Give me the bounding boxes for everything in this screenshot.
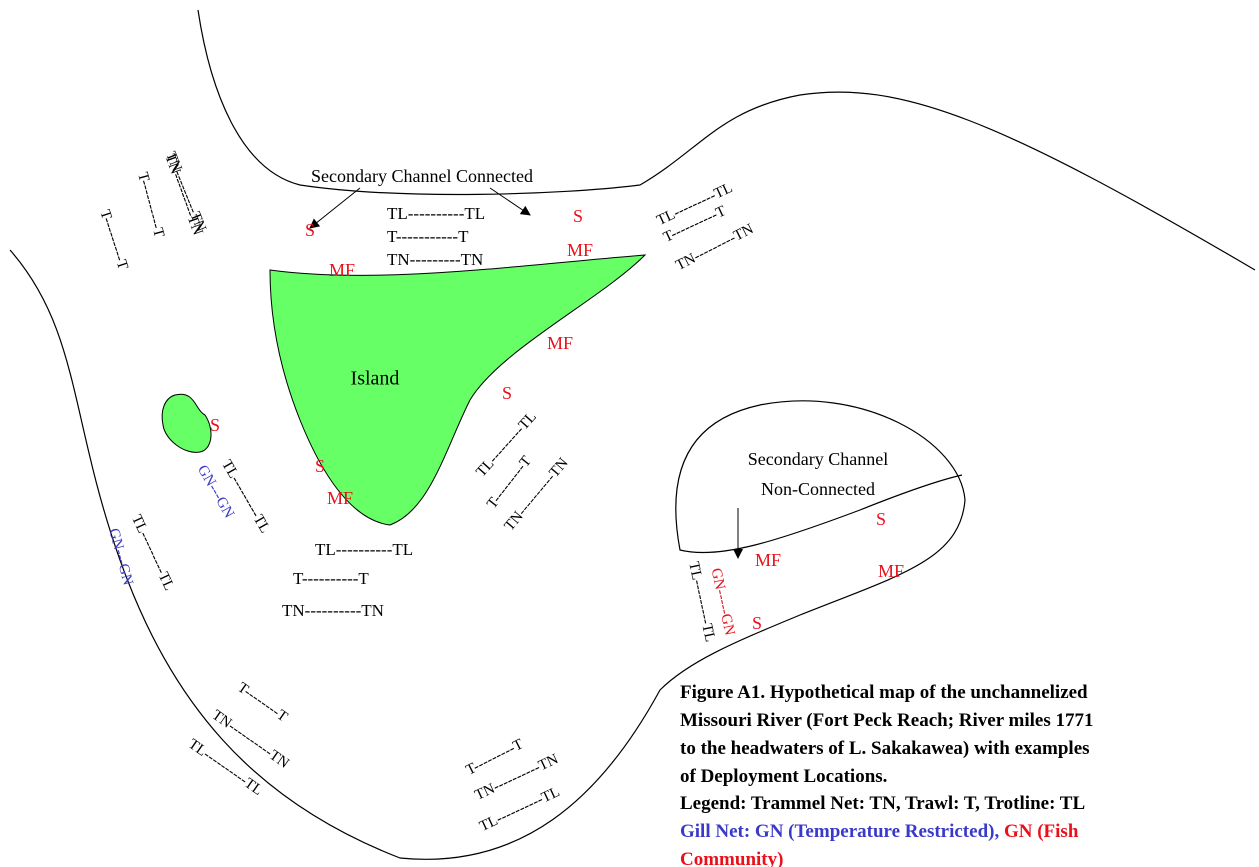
habitat-label: S (315, 456, 325, 476)
deployment: TN---------TN (387, 250, 483, 269)
arrow (489, 187, 531, 216)
habitat-label: S (752, 613, 762, 633)
deployment: GN---GN (105, 527, 136, 588)
habitat-label: S (876, 509, 886, 529)
island-label: Island (351, 368, 400, 390)
channel-label: Secondary Channel (748, 449, 888, 469)
caption-gill: Gill Net: GN (Temperature Restricted), (680, 821, 999, 842)
habitat-label: MF (755, 550, 781, 570)
habitat-label: S (502, 383, 512, 403)
river-bank (9, 249, 966, 860)
channel-label: Non-Connected (761, 479, 875, 499)
caption-gill: GN (Fish (999, 821, 1079, 842)
arrow (309, 187, 361, 229)
caption-line: Legend: Trammel Net: TN, Trawl: T, Trotl… (680, 793, 1084, 814)
habitat-label: MF (878, 561, 904, 581)
habitat-label: S (305, 220, 315, 240)
deployment: TL----------TL (387, 204, 485, 223)
deployment: T----------T (293, 569, 369, 588)
habitat-label: S (210, 415, 220, 435)
caption-gill: Community) (680, 849, 783, 867)
deployment: T---------T (96, 208, 130, 272)
island (269, 254, 647, 526)
river-bank (197, 9, 1256, 271)
habitat-label: MF (329, 260, 355, 280)
deployment: TL----------TL (315, 540, 413, 559)
habitat-label: MF (567, 240, 593, 260)
small-island (161, 393, 212, 453)
habitat-label: S (573, 206, 583, 226)
caption: Figure A1. Hypothetical map of the uncha… (680, 682, 1098, 867)
habitat-label: MF (547, 333, 573, 353)
habitat-label: MF (327, 488, 353, 508)
deployment: T--------T (234, 680, 290, 726)
caption-line: Missouri River (Fort Peck Reach; River m… (680, 710, 1094, 731)
caption-line: to the headwaters of L. Sakakawea) with … (680, 738, 1090, 759)
deployment: TN----------TN (282, 601, 384, 620)
caption-line: of Deployment Locations. (680, 766, 887, 787)
deployment: T----------T (134, 170, 167, 239)
deployment: T-----------T (387, 227, 469, 246)
channel-label: Secondary Channel Connected (311, 166, 533, 186)
caption-line: Figure A1. Hypothetical map of the uncha… (680, 682, 1088, 703)
